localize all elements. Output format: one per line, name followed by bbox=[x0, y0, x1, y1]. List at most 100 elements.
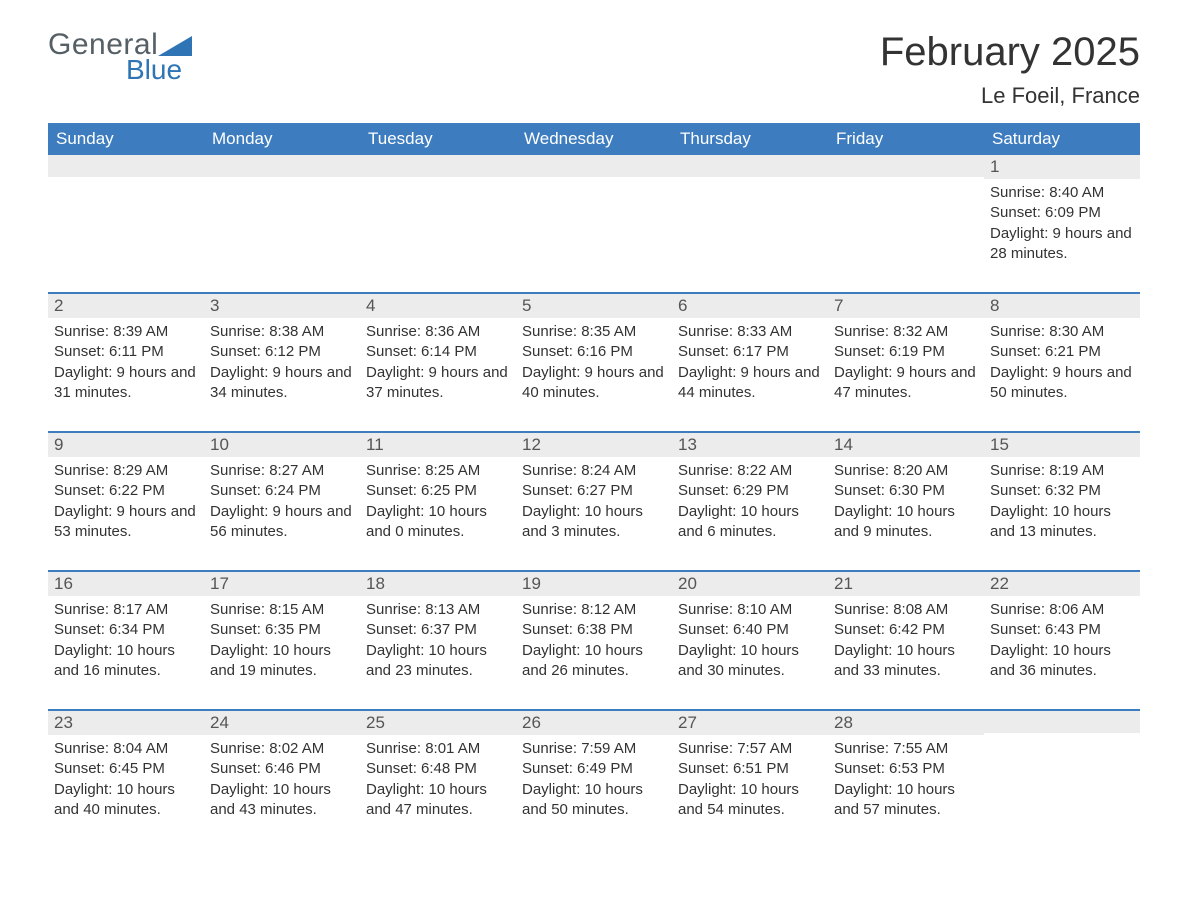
sunset-line: Sunset: 6:22 PM bbox=[54, 481, 198, 501]
day-details bbox=[516, 177, 672, 277]
day-details: Sunrise: 7:55 AMSunset: 6:53 PMDaylight:… bbox=[828, 735, 984, 848]
sunrise-line: Sunrise: 8:06 AM bbox=[990, 600, 1134, 620]
day-details bbox=[360, 177, 516, 277]
calendar-week-row: 23Sunrise: 8:04 AMSunset: 6:45 PMDayligh… bbox=[48, 710, 1140, 848]
calendar-day-cell: 26Sunrise: 7:59 AMSunset: 6:49 PMDayligh… bbox=[516, 710, 672, 848]
daylight-line: Daylight: 10 hours and 50 minutes. bbox=[522, 780, 666, 821]
day-number: 14 bbox=[828, 433, 984, 457]
calendar-day-cell: 6Sunrise: 8:33 AMSunset: 6:17 PMDaylight… bbox=[672, 293, 828, 432]
sunrise-line: Sunrise: 8:35 AM bbox=[522, 322, 666, 342]
calendar-day-cell: 4Sunrise: 8:36 AMSunset: 6:14 PMDaylight… bbox=[360, 293, 516, 432]
day-number bbox=[828, 155, 984, 177]
daylight-line: Daylight: 10 hours and 19 minutes. bbox=[210, 641, 354, 682]
daylight-line: Daylight: 9 hours and 34 minutes. bbox=[210, 363, 354, 404]
day-details: Sunrise: 8:17 AMSunset: 6:34 PMDaylight:… bbox=[48, 596, 204, 709]
calendar-day-cell: 22Sunrise: 8:06 AMSunset: 6:43 PMDayligh… bbox=[984, 571, 1140, 710]
day-number: 17 bbox=[204, 572, 360, 596]
weekday-header: Thursday bbox=[672, 123, 828, 155]
day-details bbox=[48, 177, 204, 277]
day-number: 3 bbox=[204, 294, 360, 318]
day-details: Sunrise: 8:10 AMSunset: 6:40 PMDaylight:… bbox=[672, 596, 828, 709]
day-details: Sunrise: 8:01 AMSunset: 6:48 PMDaylight:… bbox=[360, 735, 516, 848]
sunset-line: Sunset: 6:30 PM bbox=[834, 481, 978, 501]
sunset-line: Sunset: 6:21 PM bbox=[990, 342, 1134, 362]
daylight-line: Daylight: 10 hours and 0 minutes. bbox=[366, 502, 510, 543]
sunset-line: Sunset: 6:14 PM bbox=[366, 342, 510, 362]
calendar-day-cell: 1Sunrise: 8:40 AMSunset: 6:09 PMDaylight… bbox=[984, 155, 1140, 293]
day-details: Sunrise: 8:22 AMSunset: 6:29 PMDaylight:… bbox=[672, 457, 828, 570]
day-number: 2 bbox=[48, 294, 204, 318]
day-number: 27 bbox=[672, 711, 828, 735]
calendar-day-cell: 18Sunrise: 8:13 AMSunset: 6:37 PMDayligh… bbox=[360, 571, 516, 710]
sunrise-line: Sunrise: 8:33 AM bbox=[678, 322, 822, 342]
day-number: 16 bbox=[48, 572, 204, 596]
calendar-day-cell bbox=[516, 155, 672, 293]
calendar-day-cell bbox=[984, 710, 1140, 848]
weekday-header: Friday bbox=[828, 123, 984, 155]
sunset-line: Sunset: 6:19 PM bbox=[834, 342, 978, 362]
day-details: Sunrise: 8:04 AMSunset: 6:45 PMDaylight:… bbox=[48, 735, 204, 848]
sunset-line: Sunset: 6:32 PM bbox=[990, 481, 1134, 501]
calendar-day-cell: 12Sunrise: 8:24 AMSunset: 6:27 PMDayligh… bbox=[516, 432, 672, 571]
weekday-header: Saturday bbox=[984, 123, 1140, 155]
daylight-line: Daylight: 10 hours and 57 minutes. bbox=[834, 780, 978, 821]
day-number: 19 bbox=[516, 572, 672, 596]
day-details: Sunrise: 8:32 AMSunset: 6:19 PMDaylight:… bbox=[828, 318, 984, 431]
daylight-line: Daylight: 9 hours and 37 minutes. bbox=[366, 363, 510, 404]
day-details: Sunrise: 8:12 AMSunset: 6:38 PMDaylight:… bbox=[516, 596, 672, 709]
sunset-line: Sunset: 6:35 PM bbox=[210, 620, 354, 640]
day-number: 21 bbox=[828, 572, 984, 596]
day-number: 18 bbox=[360, 572, 516, 596]
day-details: Sunrise: 8:29 AMSunset: 6:22 PMDaylight:… bbox=[48, 457, 204, 570]
sunrise-line: Sunrise: 8:24 AM bbox=[522, 461, 666, 481]
day-number: 8 bbox=[984, 294, 1140, 318]
day-number: 15 bbox=[984, 433, 1140, 457]
day-details: Sunrise: 8:36 AMSunset: 6:14 PMDaylight:… bbox=[360, 318, 516, 431]
sunset-line: Sunset: 6:37 PM bbox=[366, 620, 510, 640]
calendar-day-cell: 20Sunrise: 8:10 AMSunset: 6:40 PMDayligh… bbox=[672, 571, 828, 710]
logo-text-blue: Blue bbox=[126, 56, 192, 84]
calendar-day-cell: 3Sunrise: 8:38 AMSunset: 6:12 PMDaylight… bbox=[204, 293, 360, 432]
calendar-week-row: 16Sunrise: 8:17 AMSunset: 6:34 PMDayligh… bbox=[48, 571, 1140, 710]
day-details: Sunrise: 8:06 AMSunset: 6:43 PMDaylight:… bbox=[984, 596, 1140, 709]
sunset-line: Sunset: 6:38 PM bbox=[522, 620, 666, 640]
day-number: 9 bbox=[48, 433, 204, 457]
daylight-line: Daylight: 10 hours and 40 minutes. bbox=[54, 780, 198, 821]
calendar-day-cell bbox=[204, 155, 360, 293]
sunrise-line: Sunrise: 8:15 AM bbox=[210, 600, 354, 620]
sunset-line: Sunset: 6:43 PM bbox=[990, 620, 1134, 640]
sunrise-line: Sunrise: 8:17 AM bbox=[54, 600, 198, 620]
weekday-header: Wednesday bbox=[516, 123, 672, 155]
daylight-line: Daylight: 10 hours and 6 minutes. bbox=[678, 502, 822, 543]
day-details: Sunrise: 8:38 AMSunset: 6:12 PMDaylight:… bbox=[204, 318, 360, 431]
day-details: Sunrise: 8:20 AMSunset: 6:30 PMDaylight:… bbox=[828, 457, 984, 570]
day-number: 4 bbox=[360, 294, 516, 318]
calendar-day-cell: 19Sunrise: 8:12 AMSunset: 6:38 PMDayligh… bbox=[516, 571, 672, 710]
calendar-day-cell: 23Sunrise: 8:04 AMSunset: 6:45 PMDayligh… bbox=[48, 710, 204, 848]
day-details: Sunrise: 7:59 AMSunset: 6:49 PMDaylight:… bbox=[516, 735, 672, 848]
day-number: 12 bbox=[516, 433, 672, 457]
daylight-line: Daylight: 9 hours and 44 minutes. bbox=[678, 363, 822, 404]
day-number: 26 bbox=[516, 711, 672, 735]
sunset-line: Sunset: 6:53 PM bbox=[834, 759, 978, 779]
day-details: Sunrise: 7:57 AMSunset: 6:51 PMDaylight:… bbox=[672, 735, 828, 848]
day-details: Sunrise: 8:08 AMSunset: 6:42 PMDaylight:… bbox=[828, 596, 984, 709]
daylight-line: Daylight: 9 hours and 50 minutes. bbox=[990, 363, 1134, 404]
title-month: February 2025 bbox=[880, 30, 1140, 75]
day-details bbox=[204, 177, 360, 277]
day-number: 13 bbox=[672, 433, 828, 457]
sunrise-line: Sunrise: 8:38 AM bbox=[210, 322, 354, 342]
sunset-line: Sunset: 6:51 PM bbox=[678, 759, 822, 779]
sunrise-line: Sunrise: 8:22 AM bbox=[678, 461, 822, 481]
sunset-line: Sunset: 6:46 PM bbox=[210, 759, 354, 779]
sunrise-line: Sunrise: 8:29 AM bbox=[54, 461, 198, 481]
sunrise-line: Sunrise: 7:59 AM bbox=[522, 739, 666, 759]
sunset-line: Sunset: 6:24 PM bbox=[210, 481, 354, 501]
sunrise-line: Sunrise: 8:25 AM bbox=[366, 461, 510, 481]
day-number: 24 bbox=[204, 711, 360, 735]
calendar-day-cell: 5Sunrise: 8:35 AMSunset: 6:16 PMDaylight… bbox=[516, 293, 672, 432]
day-details: Sunrise: 8:19 AMSunset: 6:32 PMDaylight:… bbox=[984, 457, 1140, 570]
calendar-day-cell: 9Sunrise: 8:29 AMSunset: 6:22 PMDaylight… bbox=[48, 432, 204, 571]
calendar-day-cell bbox=[48, 155, 204, 293]
daylight-line: Daylight: 10 hours and 36 minutes. bbox=[990, 641, 1134, 682]
